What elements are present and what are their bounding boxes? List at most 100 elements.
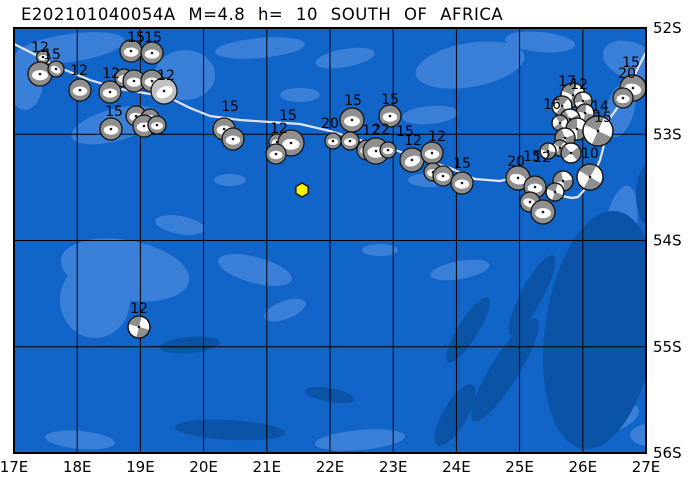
bathymetry-light-patch <box>218 254 292 286</box>
beachball-normal <box>98 80 122 104</box>
bathymetry-light-patch <box>280 88 320 102</box>
bathymetry-light-patch <box>214 174 246 186</box>
depth-label: 12 <box>70 63 88 79</box>
bathymetry-light-patch <box>215 37 305 59</box>
map-frame <box>13 27 647 454</box>
beachball-normal <box>99 117 123 141</box>
x-tick-label: 26E <box>569 458 598 476</box>
bathymetry-light-patch <box>415 41 525 89</box>
beachball-normal <box>265 143 287 165</box>
depth-label: 22 <box>372 122 390 138</box>
depth-label: 15 <box>396 124 414 140</box>
x-tick-label: 27E <box>632 458 661 476</box>
map-title: E202101040054A M=4.8 h= 10 SOUTH OF AFRI… <box>21 5 504 24</box>
beachball-normal <box>379 141 397 159</box>
beachball-strike-slip <box>127 315 151 339</box>
depth-label: 15 <box>622 55 640 71</box>
beachball-normal <box>140 41 164 65</box>
bathymetry-dark-patch <box>636 165 646 225</box>
beachball-normal <box>27 61 53 87</box>
x-tick-label: 22E <box>316 458 345 476</box>
x-tick-label: 24E <box>442 458 471 476</box>
beachball-normal <box>432 165 454 187</box>
beachball-normal <box>420 141 444 165</box>
depth-label: 15 <box>144 30 162 46</box>
depth-label: 15 <box>127 30 145 46</box>
depth-label: 12 <box>570 77 588 93</box>
depth-label: 12 <box>404 133 422 149</box>
depth-label: 15 <box>523 149 541 165</box>
beachball-normal <box>119 39 143 63</box>
beachball-normal <box>150 77 178 105</box>
depth-label: 12 <box>533 150 551 166</box>
bathymetry-dark-patch <box>434 384 476 446</box>
x-tick-label: 23E <box>379 458 408 476</box>
beachball-normal <box>612 87 634 109</box>
beachball-strike-slip <box>560 142 582 164</box>
depth-label: 17 <box>558 74 576 90</box>
depth-label: 15 <box>344 93 362 109</box>
depth-label: 12 <box>270 121 288 137</box>
depth-label: 15 <box>594 110 612 126</box>
depth-label: 15 <box>279 108 297 124</box>
beachball-normal <box>221 127 245 151</box>
bathymetry-light-patch <box>402 105 458 125</box>
x-tick-label: 18E <box>63 458 92 476</box>
beachball-normal <box>68 78 92 102</box>
y-tick-label: 52S <box>653 19 682 37</box>
depth-label: 12 <box>428 129 446 145</box>
depth-label: 20 <box>507 154 525 170</box>
bathymetry-light-patch <box>362 244 398 256</box>
depth-label: 15 <box>221 99 239 115</box>
depth-label: 15 <box>105 104 123 120</box>
x-tick-label: 19E <box>126 458 155 476</box>
bathymetry-light-patch <box>430 259 490 281</box>
bathymetry-dark-patch <box>508 254 556 336</box>
beachball-normal <box>122 69 146 93</box>
beachball-normal <box>35 49 51 65</box>
depth-label: 12 <box>157 68 175 84</box>
bathymetry-light-patch <box>45 430 115 450</box>
beachball-strike-slip <box>582 115 614 147</box>
beachball-normal <box>378 104 402 128</box>
depth-label: 12 <box>362 123 380 139</box>
beachball-normal <box>530 199 556 225</box>
bathymetry-light-patch <box>60 262 130 338</box>
depth-label: 15 <box>381 92 399 108</box>
depth-label: 16 <box>543 97 561 113</box>
bathymetry-light-patch <box>602 40 646 80</box>
event-hexagon-marker <box>295 182 309 198</box>
y-tick-label: 54S <box>653 232 682 250</box>
beachball-normal <box>340 131 360 151</box>
beachball-normal <box>339 107 365 133</box>
bathymetry-dark-patch <box>471 318 539 422</box>
depth-label: 20 <box>321 116 339 132</box>
depth-label: 20 <box>618 66 636 82</box>
depth-label: 15 <box>43 47 61 63</box>
y-tick-label: 53S <box>653 125 682 143</box>
bathymetry-dark-patch <box>543 210 646 450</box>
beachball-normal <box>47 60 65 78</box>
beachball-normal <box>450 171 474 195</box>
depth-label: 12 <box>102 66 120 82</box>
bathymetry-light-patch <box>505 31 575 53</box>
beachball-normal <box>147 115 167 135</box>
bathymetry-light-patch <box>264 298 306 322</box>
y-tick-label: 56S <box>653 444 682 462</box>
x-tick-label: 21E <box>253 458 282 476</box>
beachball-strike-slip <box>545 182 565 202</box>
x-tick-label: 25E <box>505 458 534 476</box>
depth-label: 12 <box>31 40 49 56</box>
bathymetry-light-patch <box>155 215 205 235</box>
bathymetry-light-patch <box>315 429 405 451</box>
depth-label: 12 <box>130 301 148 317</box>
depth-label: 14 <box>591 99 609 115</box>
x-tick-label: 20E <box>189 458 218 476</box>
bathymetry-dark-patch <box>175 419 285 441</box>
beachball-strike-slip <box>539 142 557 160</box>
bathymetry-dark-patch <box>160 336 220 354</box>
depth-label: 15 <box>453 156 471 172</box>
